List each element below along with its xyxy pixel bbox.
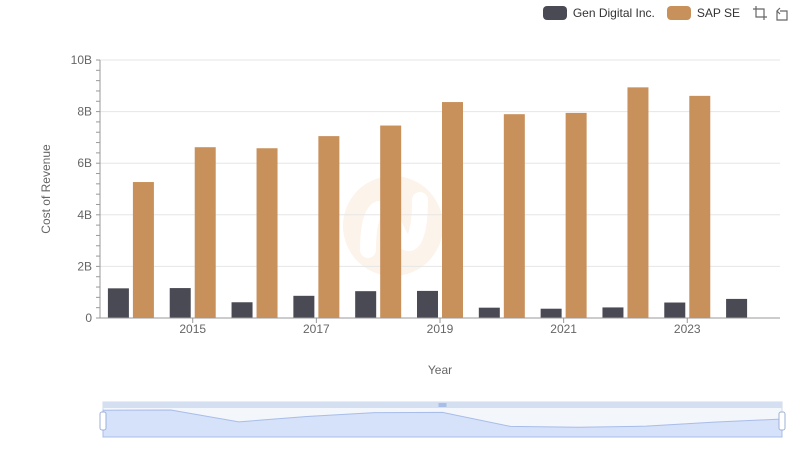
legend-swatch-gen-digital: [542, 6, 567, 20]
bar-sap-2021: [565, 112, 587, 318]
x-axis: 2015 2017 2019 2021 2023: [100, 317, 780, 336]
bars: [107, 87, 748, 319]
bar-sap-2022: [627, 87, 649, 319]
bar-gen-digital-2015: [169, 288, 191, 318]
x-tick-label: 2019: [427, 322, 454, 336]
data-zoom-slider[interactable]: [99, 401, 786, 438]
legend-item-sap[interactable]: SAP SE: [666, 6, 740, 20]
y-tick-label: 0: [85, 311, 92, 325]
zoom-icon[interactable]: [752, 5, 768, 21]
bar-gen-digital-2023: [664, 302, 686, 318]
x-tick-label: 2023: [674, 322, 701, 336]
x-tick-label: 2021: [550, 322, 577, 336]
bar-sap-2023: [689, 95, 711, 318]
bar-gen-digital-2018: [355, 291, 377, 318]
x-tick-label: 2015: [179, 322, 206, 336]
legend-label-sap: SAP SE: [696, 6, 740, 20]
y-tick-label: 8B: [77, 105, 92, 119]
bar-sap-2018: [380, 125, 402, 318]
bar-gen-digital-2021: [540, 308, 562, 318]
bar-gen-digital-2019: [417, 290, 438, 318]
y-axis-label: Cost of Revenue: [39, 144, 53, 234]
x-tick-label: 2017: [303, 322, 330, 336]
y-axis: 0 2B 4B 6B 8B 10B: [71, 53, 101, 325]
chart-legend: Gen Digital Inc. SAP SE: [542, 4, 790, 22]
bar-sap-2014: [132, 182, 154, 318]
y-tick-label: 2B: [77, 259, 92, 273]
legend-swatch-sap: [666, 6, 691, 20]
slider-grip: [438, 403, 447, 407]
legend-item-gen-digital[interactable]: Gen Digital Inc.: [542, 6, 655, 20]
y-tick-label: 6B: [77, 156, 92, 170]
bar-gen-digital-2022: [602, 307, 624, 318]
bar-gen-digital-2016: [231, 302, 253, 318]
bar-gen-digital-2020: [478, 307, 500, 318]
bar-sap-2020: [503, 114, 525, 319]
bar-sap-2017: [318, 136, 340, 318]
slider-right-handle: [778, 411, 786, 431]
x-axis-label: Year: [428, 363, 452, 377]
y-tick-label: 10B: [71, 53, 92, 67]
slider-left-handle: [99, 411, 107, 431]
y-tick-label: 4B: [77, 208, 92, 222]
slider-preview-area: [102, 409, 783, 438]
bar-sap-2019: [442, 102, 463, 318]
bar-gen-digital-2024: [726, 298, 748, 318]
legend-label-gen-digital: Gen Digital Inc.: [572, 6, 655, 20]
bar-gen-digital-2014: [107, 288, 129, 318]
bar-sap-2015: [194, 147, 216, 318]
restore-icon[interactable]: [774, 5, 790, 21]
bar-sap-2016: [256, 148, 278, 318]
bar-gen-digital-2017: [293, 295, 315, 318]
